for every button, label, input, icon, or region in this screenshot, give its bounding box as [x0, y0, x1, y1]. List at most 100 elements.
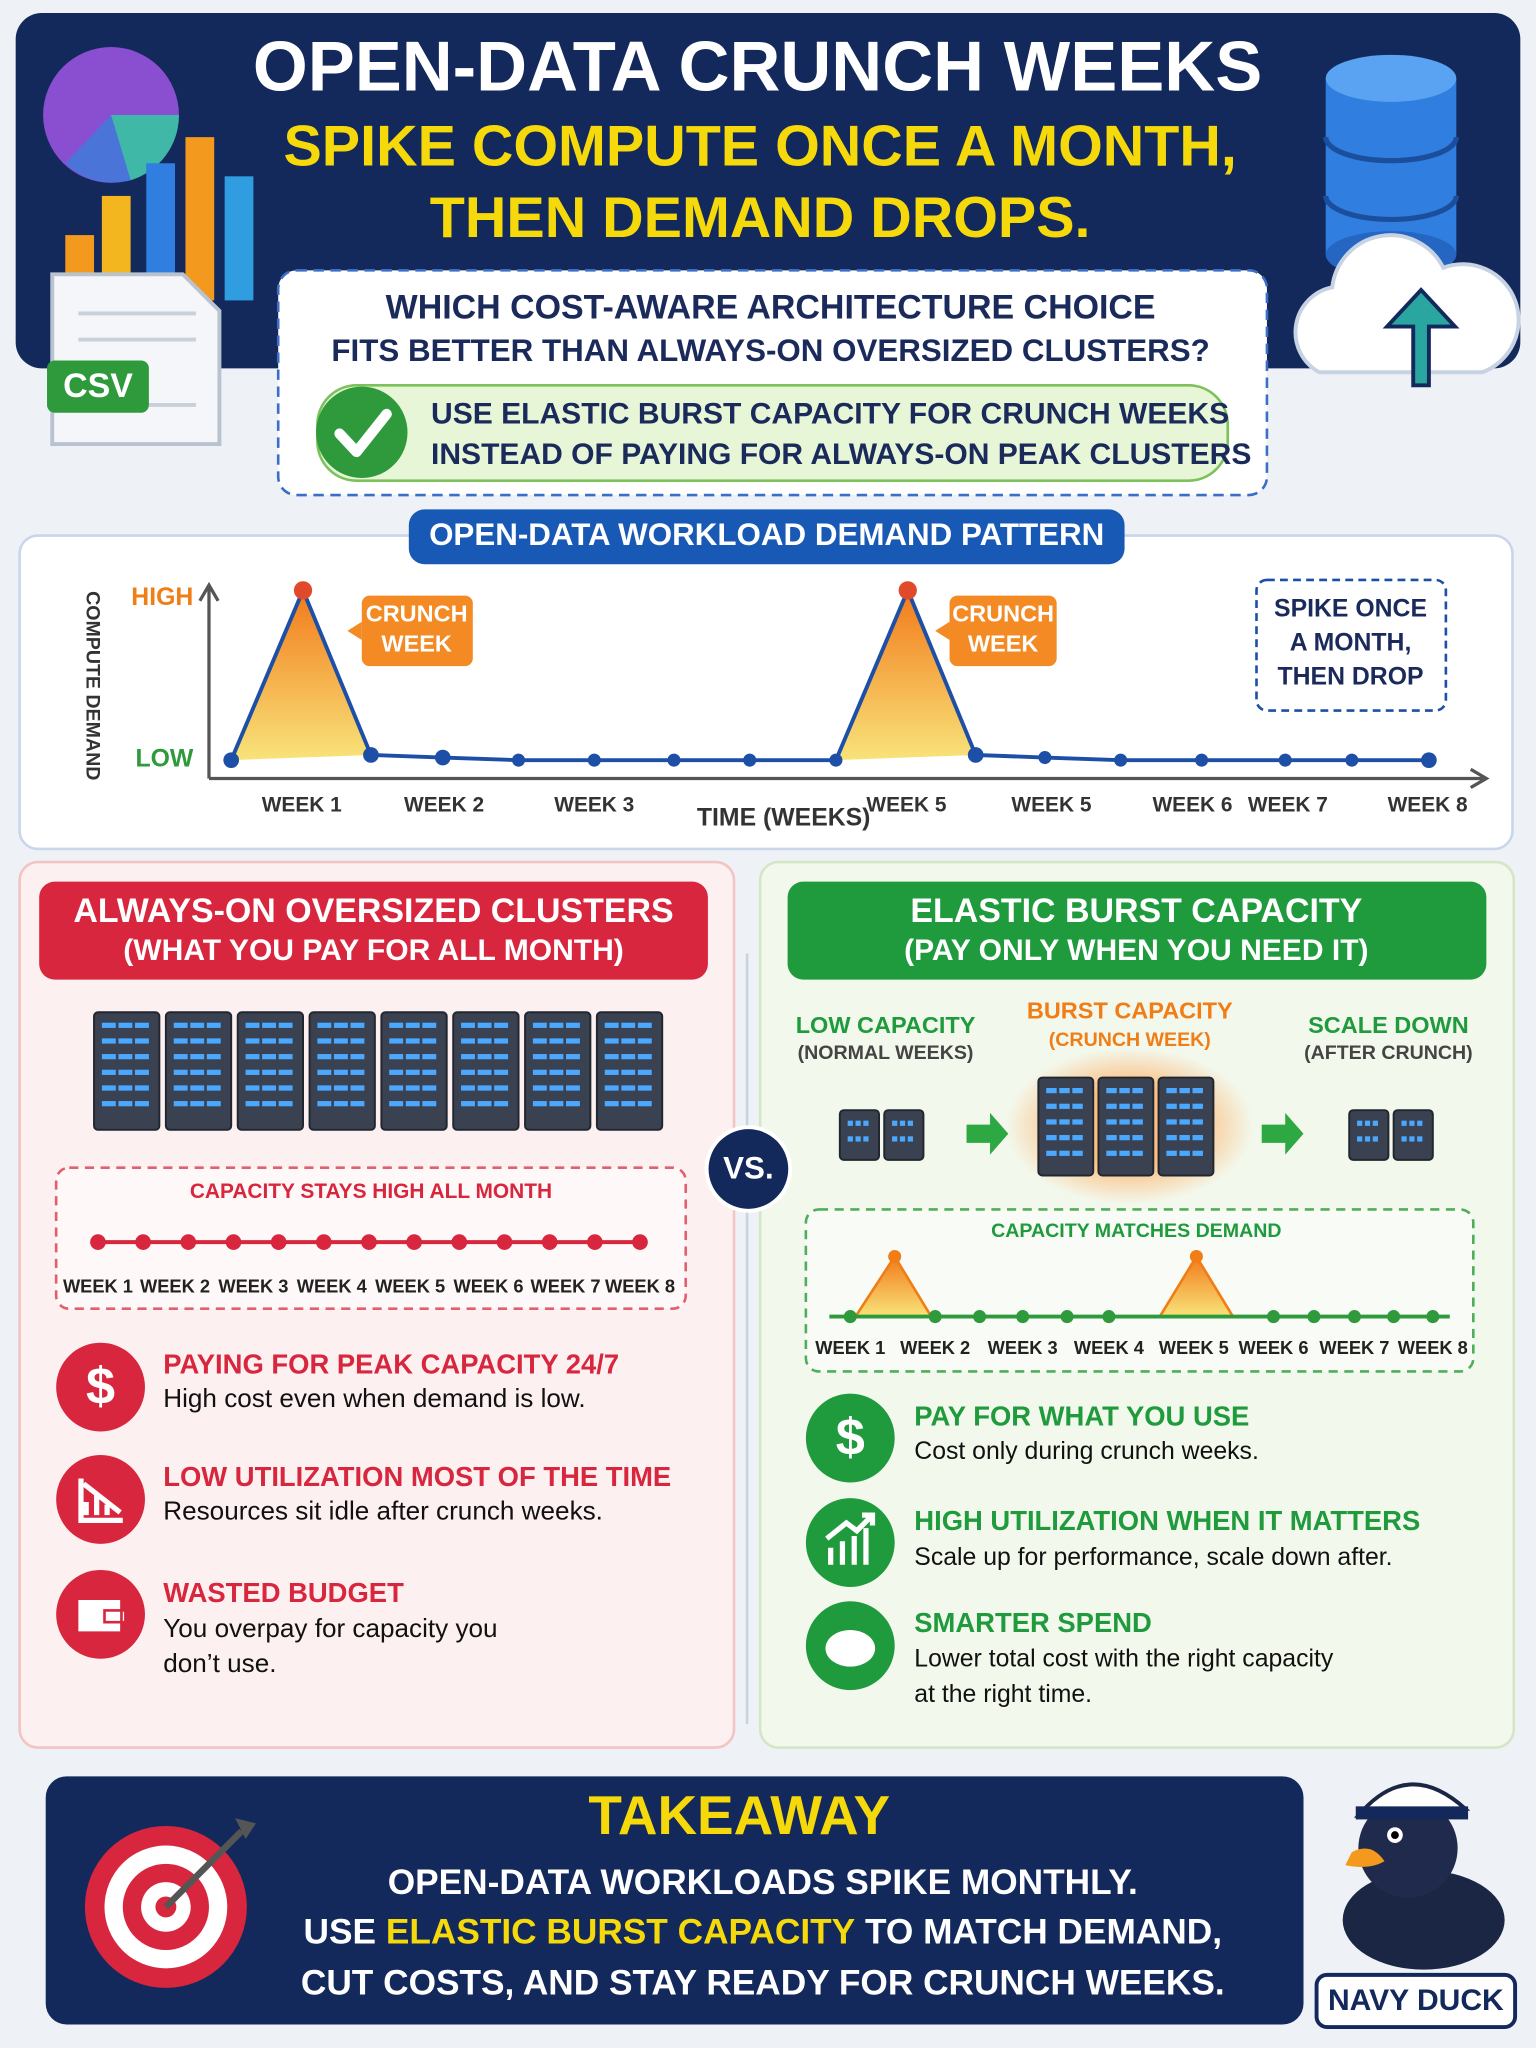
server-light [206, 1054, 221, 1060]
server-light [477, 1054, 492, 1060]
versus-badge [704, 1125, 793, 1213]
item-title: PAYING FOR PEAK CAPACITY 24/7 [163, 1348, 619, 1379]
week-label: WEEK 6 [453, 1276, 523, 1297]
server-light [621, 1038, 636, 1044]
elastic-header [787, 881, 1487, 980]
server-light [494, 1085, 509, 1091]
server-light [350, 1022, 365, 1028]
server-light [1179, 1103, 1190, 1109]
server-light [101, 1054, 116, 1060]
item-text: You overpay for capacity you [163, 1613, 497, 1643]
server-light [134, 1054, 149, 1060]
server-light [173, 1069, 188, 1075]
server-light [134, 1069, 149, 1075]
stage-title: LOW CAPACITY [796, 1012, 976, 1038]
callout-text: CRUNCH [952, 600, 1054, 626]
server-light [206, 1085, 221, 1091]
server-light [565, 1022, 580, 1028]
server-light [1072, 1088, 1083, 1094]
server-light [1192, 1150, 1203, 1156]
item-text: Cost only during crunch weeks. [914, 1438, 1259, 1465]
server-light [1364, 1136, 1371, 1142]
server-light [422, 1069, 437, 1075]
server-light [565, 1038, 580, 1044]
server-light [1132, 1088, 1143, 1094]
high-label: HIGH [131, 584, 193, 611]
capacity-points [90, 1234, 648, 1250]
takeaway-text: USE [304, 1913, 376, 1952]
note-box [1255, 578, 1448, 712]
server-light [278, 1085, 293, 1091]
server-light [1372, 1136, 1378, 1142]
item-text: at the right time. [914, 1681, 1092, 1708]
server-light [206, 1022, 221, 1028]
icon-glyph [825, 1630, 876, 1667]
server-light [461, 1038, 475, 1044]
server-light [1059, 1135, 1070, 1141]
item-title: SMARTER SPEND [914, 1607, 1152, 1638]
server-light [637, 1038, 652, 1044]
chart-title: CAPACITY STAYS HIGH ALL MONTH [190, 1180, 552, 1203]
dollar-icon [56, 1342, 145, 1432]
server-light [278, 1069, 293, 1075]
week-label: WEEK 5 [1011, 793, 1091, 816]
callout-text: WEEK [968, 630, 1039, 656]
server-light [278, 1054, 293, 1060]
server-light [1106, 1150, 1117, 1156]
week-label: WEEK 6 [1238, 1337, 1308, 1358]
axes [198, 581, 1490, 790]
server-light [206, 1069, 221, 1075]
server-light [173, 1022, 188, 1028]
item-title: PAY FOR WHAT YOU USE [914, 1401, 1249, 1432]
server-light [1072, 1150, 1083, 1156]
server-light [604, 1038, 619, 1044]
server-light [118, 1054, 133, 1060]
takeaway-text: CUT COSTS, AND STAY READY FOR CRUNCH WEE… [301, 1964, 1225, 2003]
week-label: WEEK 7 [531, 1276, 601, 1297]
server-light [461, 1022, 475, 1028]
server-light [350, 1069, 365, 1075]
server-light [101, 1069, 116, 1075]
server-light [1179, 1119, 1190, 1125]
server-light [333, 1101, 348, 1107]
item-title: LOW UTILIZATION MOST OF THE TIME [163, 1461, 671, 1492]
server-light [350, 1038, 365, 1044]
csv-label: CSV [63, 367, 133, 405]
server-light [1364, 1120, 1371, 1126]
capacity-point [406, 1234, 422, 1250]
takeaway-title: TAKEAWAY [588, 1784, 890, 1846]
server-light [1059, 1088, 1070, 1094]
server-light [637, 1022, 652, 1028]
server-light [190, 1101, 205, 1107]
server-light [317, 1022, 332, 1028]
week-label: WEEK 8 [1388, 793, 1468, 816]
server-light [899, 1136, 906, 1142]
server-light [101, 1022, 116, 1028]
server-light [1046, 1150, 1057, 1156]
server-light [461, 1101, 475, 1107]
question-text: FITS BETTER THAN ALWAYS-ON OVERSIZED CLU… [331, 333, 1209, 368]
item-text: Scale up for performance, scale down aft… [914, 1544, 1392, 1571]
server-light [1192, 1088, 1203, 1094]
server-light [173, 1085, 188, 1091]
target-icon [84, 1818, 256, 1988]
server-light [389, 1022, 404, 1028]
always-on-header [39, 881, 708, 980]
server-light [1119, 1119, 1130, 1125]
server-light [604, 1085, 619, 1091]
server-light [422, 1054, 437, 1060]
server-light [637, 1101, 652, 1107]
server-light [389, 1101, 404, 1107]
server-light [134, 1101, 149, 1107]
stage-subtitle: (AFTER CRUNCH) [1304, 1042, 1473, 1064]
server-light [1046, 1103, 1057, 1109]
takeaway-text: TO MATCH DEMAND, [865, 1913, 1222, 1952]
server-light [549, 1085, 564, 1091]
server-light [101, 1101, 116, 1107]
server-light [173, 1101, 188, 1107]
week-label: WEEK 7 [1319, 1337, 1389, 1358]
server-light [1166, 1103, 1177, 1109]
server-light [461, 1054, 475, 1060]
server-light [1132, 1135, 1143, 1141]
